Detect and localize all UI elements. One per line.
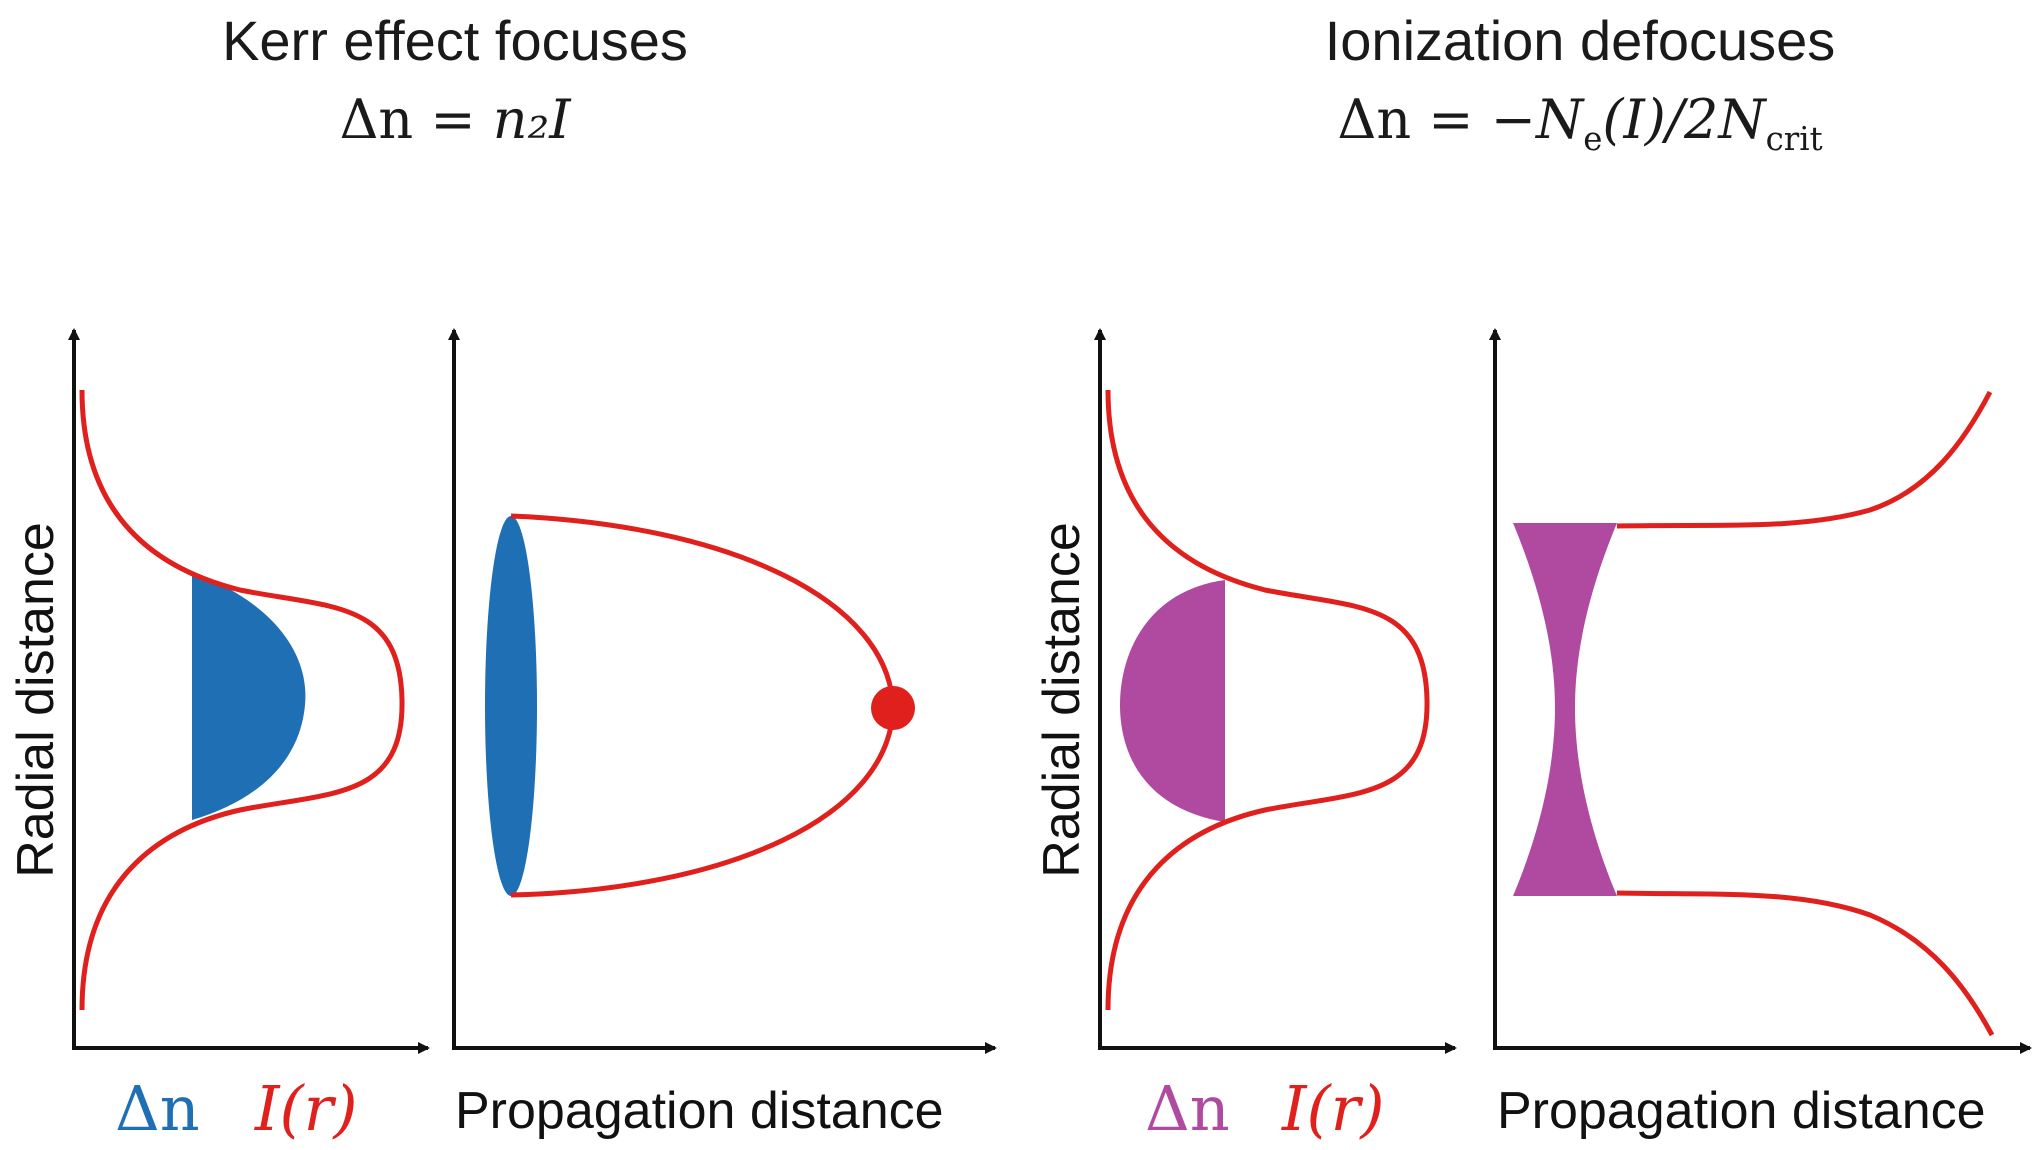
- ionization-formula: Δn = −Ne(I)/2Ncrit: [1230, 88, 1930, 158]
- ion-beam-upper: [1616, 390, 1993, 529]
- ion-formula-ncrit-sub: crit: [1765, 119, 1823, 158]
- ion-ylabel: Radial distance: [1033, 522, 1091, 878]
- kerr-xlabel-propagation: Propagation distance: [455, 1082, 944, 1140]
- kerr-focusing-lens: [485, 516, 537, 896]
- ionization-title: Ionization defocuses: [1324, 9, 1836, 72]
- kerr-intensity-curve: [79, 389, 405, 1011]
- kerr-xlabel-intensity: I(r): [254, 1072, 358, 1145]
- ion-delta-n-lens: [1120, 580, 1225, 822]
- ion-profile-panel: Radial distance Δn I(r): [1033, 328, 1457, 1145]
- ion-defocusing-lens: [1513, 523, 1617, 896]
- ion-intensity-curve: [1105, 389, 1430, 1011]
- ion-xlabel-propagation: Propagation distance: [1497, 1082, 1986, 1140]
- kerr-title: Kerr effect focuses: [222, 9, 688, 72]
- ion-formula-lhs: Δn = −: [1337, 88, 1536, 151]
- kerr-formula-lhs: Δn =: [339, 88, 493, 151]
- kerr-delta-n-lens: [192, 572, 306, 820]
- kerr-xlabel-delta-n: Δn: [115, 1072, 200, 1145]
- ion-beam-lower: [1616, 890, 1995, 1037]
- kerr-focus-point: [871, 686, 915, 730]
- kerr-formula: Δn = n₂I: [130, 88, 780, 151]
- kerr-profile-panel: Radial distance Δn I(r): [7, 328, 430, 1145]
- ion-formula-ne-sub: e: [1583, 119, 1603, 158]
- ion-propagation-panel: Propagation distance: [1489, 328, 2032, 1140]
- ion-formula-ncrit: N: [1718, 88, 1766, 151]
- ion-xlabel-intensity: I(r): [1281, 1072, 1385, 1145]
- kerr-propagation-panel: Propagation distance: [448, 328, 997, 1140]
- ion-xlabel-delta-n: Δn: [1145, 1072, 1230, 1145]
- kerr-formula-rhs: n₂I: [492, 88, 571, 151]
- ion-formula-ne: N: [1535, 88, 1584, 151]
- kerr-beam-envelope: [510, 513, 896, 898]
- kerr-ylabel: Radial distance: [7, 522, 65, 878]
- ion-formula-mid: (I)/2: [1602, 88, 1719, 151]
